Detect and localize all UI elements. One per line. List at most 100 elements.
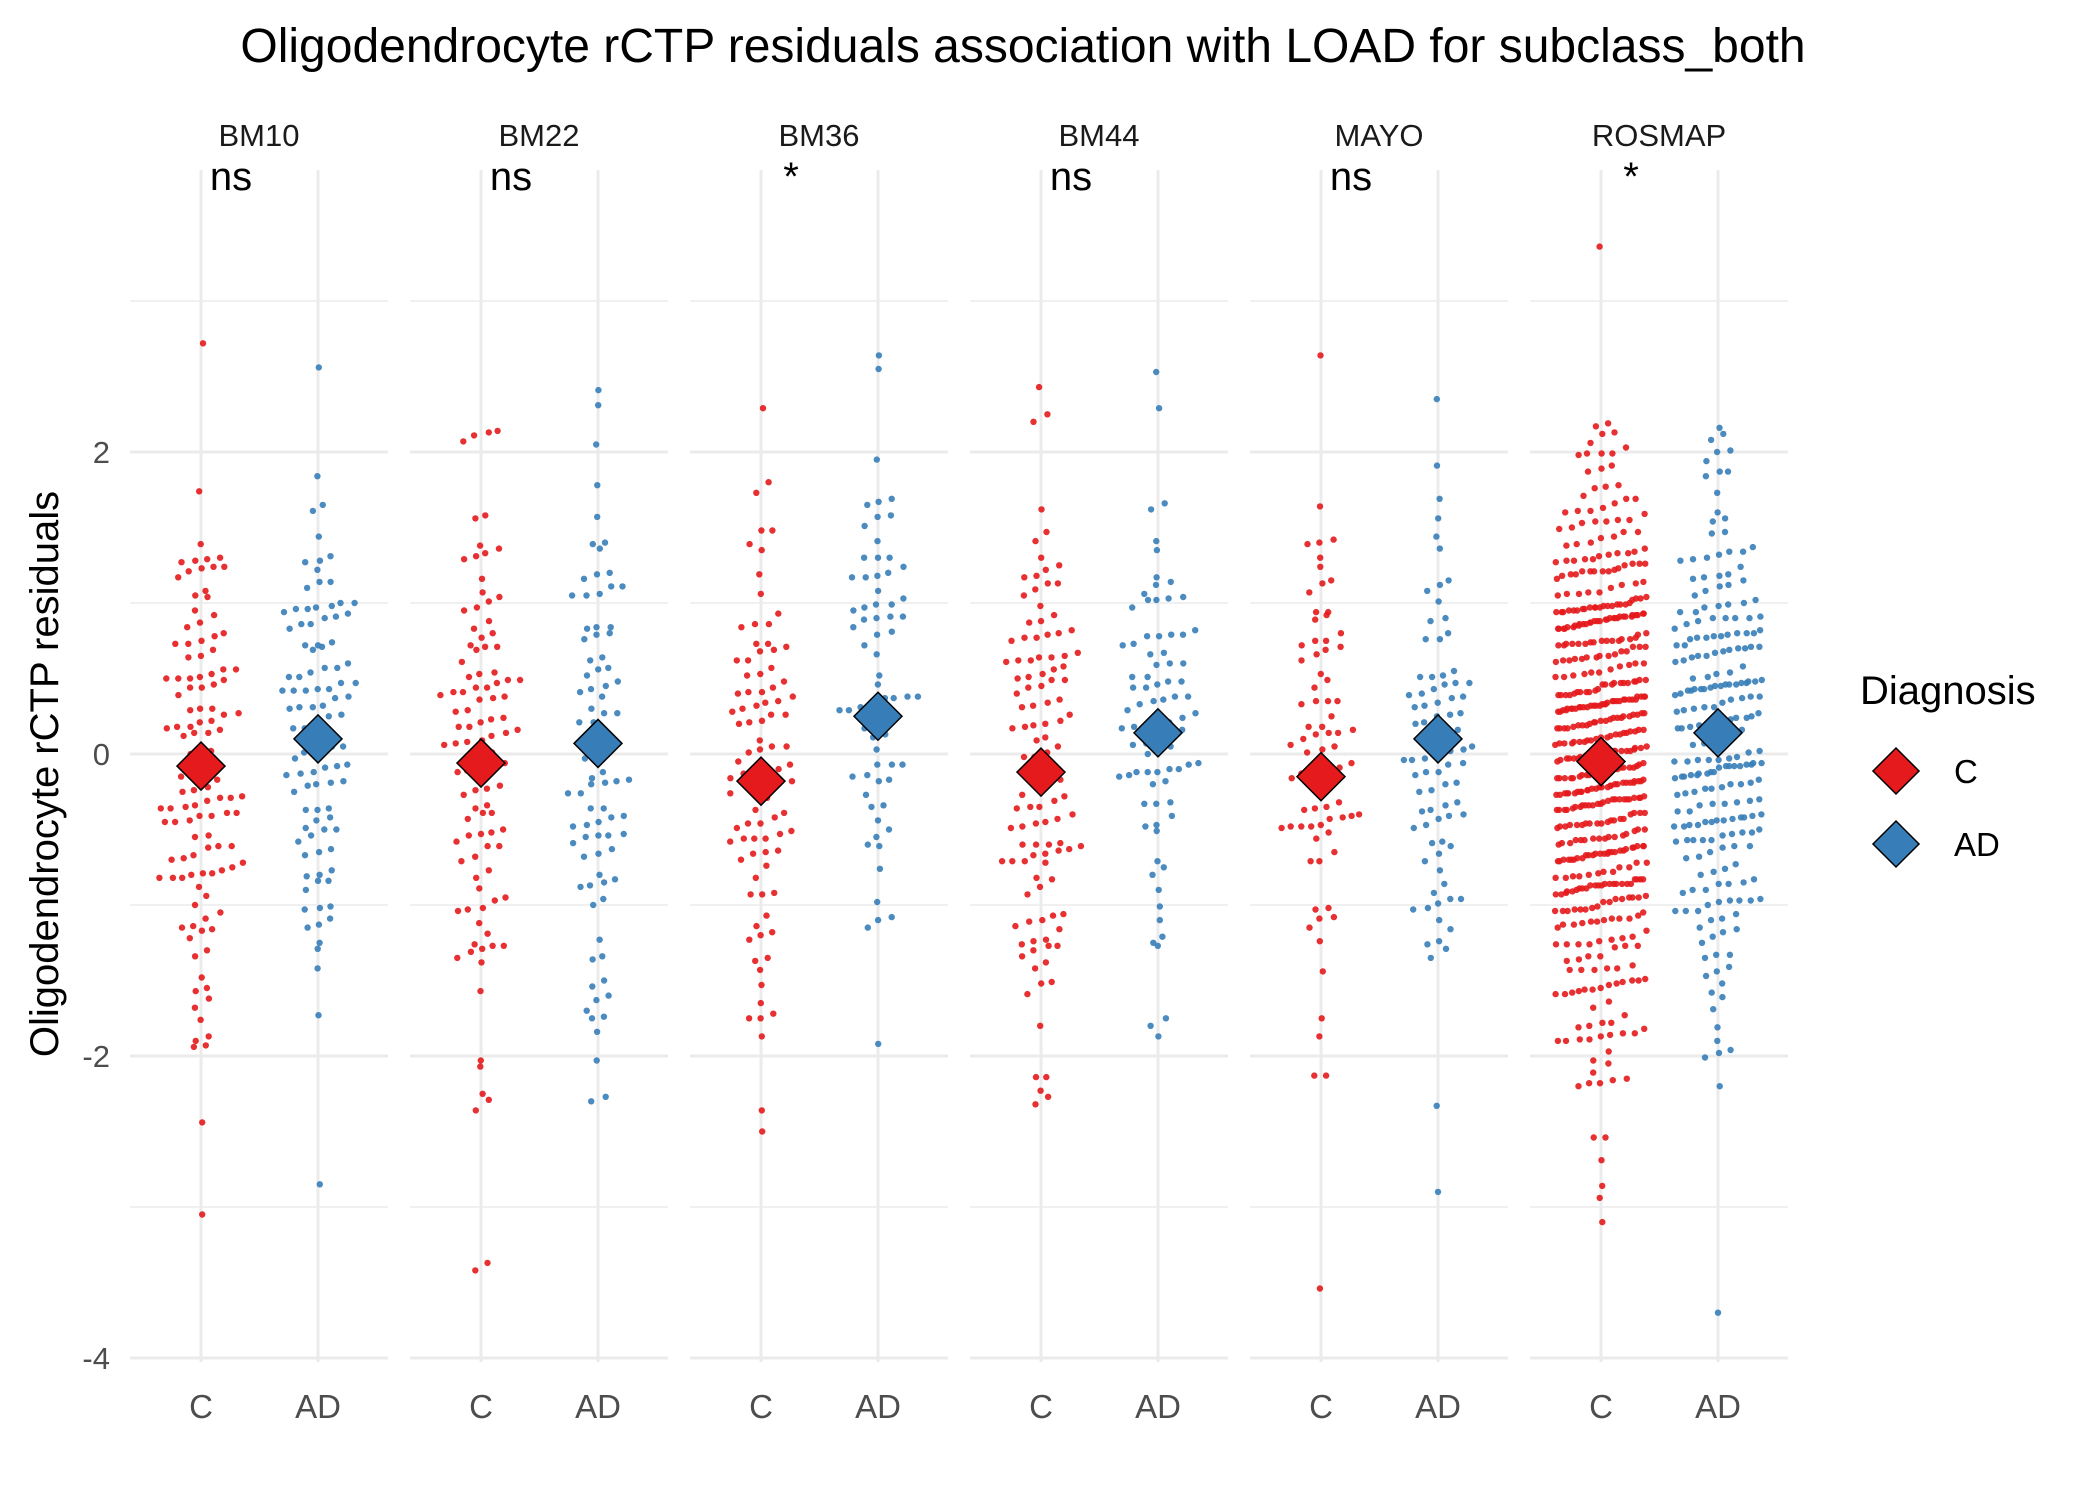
data-point-ad [1709, 614, 1717, 622]
data-point-c [1614, 965, 1621, 972]
data-point-c [749, 850, 757, 857]
data-point-ad [1688, 687, 1695, 694]
data-point-c [1605, 1048, 1612, 1055]
data-point-c [489, 694, 497, 702]
data-point-ad [1706, 848, 1714, 856]
data-point-ad [1427, 806, 1434, 814]
data-point-c [173, 723, 181, 730]
data-point-c [1554, 824, 1561, 832]
data-point-ad [1427, 954, 1435, 962]
data-point-ad [296, 673, 303, 681]
data-point-c [1609, 1077, 1617, 1084]
data-point-ad [1424, 941, 1431, 948]
data-point-c [1033, 634, 1040, 641]
data-point-ad [583, 672, 591, 679]
data-point-c [1631, 548, 1638, 555]
data-point-c [759, 891, 766, 898]
data-point-c [1637, 778, 1645, 785]
data-point-ad [1672, 658, 1679, 666]
data-point-c [1305, 723, 1312, 730]
data-point-ad [1119, 642, 1126, 649]
data-point-c [477, 987, 484, 995]
data-point-ad [1670, 823, 1678, 830]
data-point-c [1553, 608, 1560, 616]
data-point-c [1316, 858, 1323, 865]
x-tick-label: C [189, 1388, 213, 1425]
data-point-c [1565, 755, 1573, 762]
data-point-ad [864, 501, 871, 509]
data-point-ad [864, 841, 871, 848]
data-point-ad [325, 805, 332, 812]
data-point-c [501, 693, 508, 700]
data-point-c [187, 723, 194, 730]
data-point-c [752, 806, 759, 814]
data-point-ad [1731, 762, 1738, 770]
data-point-ad [1680, 773, 1688, 780]
data-point-ad [600, 977, 608, 984]
data-point-c [1619, 832, 1627, 839]
data-point-ad [1701, 954, 1709, 962]
data-point-c [1316, 1033, 1323, 1040]
data-point-c [1563, 806, 1571, 814]
data-point-c [1319, 723, 1326, 730]
data-point-c [466, 723, 473, 730]
data-point-ad [1719, 929, 1727, 936]
data-point-ad [1708, 989, 1715, 996]
data-point-ad [1129, 673, 1136, 681]
data-point-ad [1703, 554, 1711, 561]
data-point-c [1552, 559, 1560, 566]
data-point-c [1609, 637, 1616, 644]
data-point-c [1623, 648, 1630, 655]
data-point-c [1324, 697, 1332, 705]
data-point-ad [285, 673, 293, 681]
data-point-c [758, 1107, 765, 1114]
data-point-c [1579, 919, 1586, 927]
data-point-c [1599, 1019, 1606, 1026]
data-point-c [1641, 1025, 1648, 1033]
data-point-ad [286, 705, 293, 712]
data-point-c [1589, 852, 1597, 859]
data-point-c [1636, 809, 1644, 817]
data-point-c [460, 438, 467, 445]
data-point-c [1030, 938, 1037, 945]
data-point-ad [1168, 631, 1175, 638]
data-point-c [770, 646, 778, 653]
data-point-c [482, 512, 489, 519]
data-point-ad [1747, 643, 1755, 650]
data-point-c [1288, 775, 1295, 782]
data-point-c [1583, 885, 1590, 892]
data-point-ad [1689, 886, 1696, 894]
data-point-c [458, 658, 466, 666]
data-point-c [1013, 805, 1020, 812]
data-point-c [1632, 660, 1639, 667]
data-point-c [1626, 661, 1633, 669]
data-point-ad [316, 939, 323, 946]
data-point-ad [1447, 895, 1454, 903]
data-point-ad [1160, 649, 1168, 656]
data-point-ad [599, 768, 607, 776]
data-point-ad [1757, 613, 1764, 620]
x-tick-label: AD [855, 1388, 901, 1425]
data-point-c [1637, 744, 1645, 752]
data-point-c [1575, 987, 1583, 995]
mean-marker-ad [1692, 707, 1744, 758]
data-point-c [1598, 465, 1605, 472]
mean-marker-ad [292, 713, 344, 764]
data-point-c [167, 805, 174, 812]
data-point-ad [345, 693, 352, 700]
data-point-c [1602, 717, 1610, 724]
data-point-c [185, 654, 192, 661]
data-point-c [196, 488, 203, 495]
data-point-c [1599, 430, 1606, 438]
data-point-c [1615, 565, 1622, 572]
data-point-ad [1450, 667, 1458, 675]
data-point-c [470, 432, 478, 439]
data-point-ad [1711, 649, 1719, 656]
data-point-c [1317, 821, 1325, 829]
data-point-c [763, 912, 770, 919]
data-point-c [1591, 966, 1598, 974]
data-point-ad [1694, 771, 1701, 779]
data-point-c [485, 1096, 492, 1104]
data-point-ad [1447, 926, 1454, 933]
data-point-c [1596, 589, 1603, 596]
